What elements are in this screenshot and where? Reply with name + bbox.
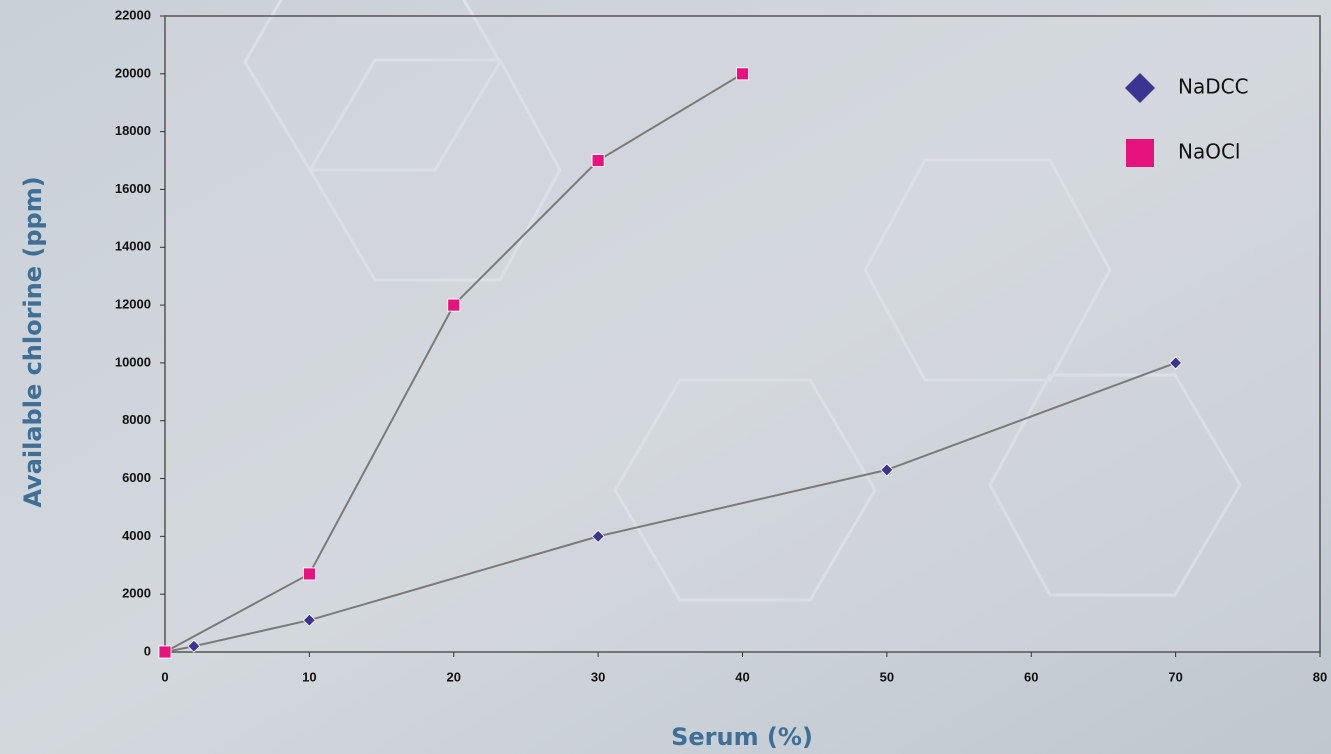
- x-tick-label: 70: [1168, 669, 1182, 684]
- legend-label: NaOCl: [1178, 140, 1240, 164]
- x-tick-label: 60: [1024, 669, 1038, 684]
- y-axis-label: Available chlorine (ppm): [19, 176, 47, 507]
- legend-marker: [1126, 139, 1154, 167]
- legend-label: NaDCC: [1178, 75, 1249, 99]
- x-tick-label: 50: [880, 669, 894, 684]
- y-tick-label: 10000: [115, 354, 151, 369]
- marker: [592, 155, 604, 167]
- y-tick-label: 18000: [115, 123, 151, 138]
- marker: [737, 68, 749, 80]
- x-tick-label: 80: [1313, 669, 1327, 684]
- y-tick-label: 2000: [122, 586, 151, 601]
- x-axis-label: Serum (%): [671, 723, 813, 751]
- y-tick-label: 12000: [115, 297, 151, 312]
- y-tick-label: 6000: [122, 470, 151, 485]
- y-tick-label: 16000: [115, 181, 151, 196]
- chart: Serum (%) Available chlorine (ppm) 0 2000…: [0, 0, 1331, 754]
- x-tick-label: 30: [591, 669, 605, 684]
- y-tick-label: 0: [144, 643, 151, 658]
- x-tick-label: 10: [302, 669, 316, 684]
- y-tick-label: 8000: [122, 412, 151, 427]
- x-tick-label: 0: [161, 669, 168, 684]
- marker: [159, 646, 171, 658]
- marker: [303, 568, 315, 580]
- x-tick-label: 40: [735, 669, 749, 684]
- x-tick-label: 20: [447, 669, 461, 684]
- plot-area: [165, 16, 1320, 652]
- y-tick-label: 14000: [115, 239, 151, 254]
- marker: [448, 299, 460, 311]
- y-tick-label: 20000: [115, 65, 151, 80]
- y-tick-label: 4000: [122, 528, 151, 543]
- y-tick-label: 22000: [115, 7, 151, 22]
